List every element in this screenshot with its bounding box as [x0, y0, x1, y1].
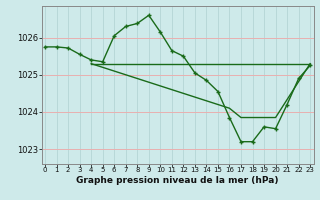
X-axis label: Graphe pression niveau de la mer (hPa): Graphe pression niveau de la mer (hPa)	[76, 176, 279, 185]
